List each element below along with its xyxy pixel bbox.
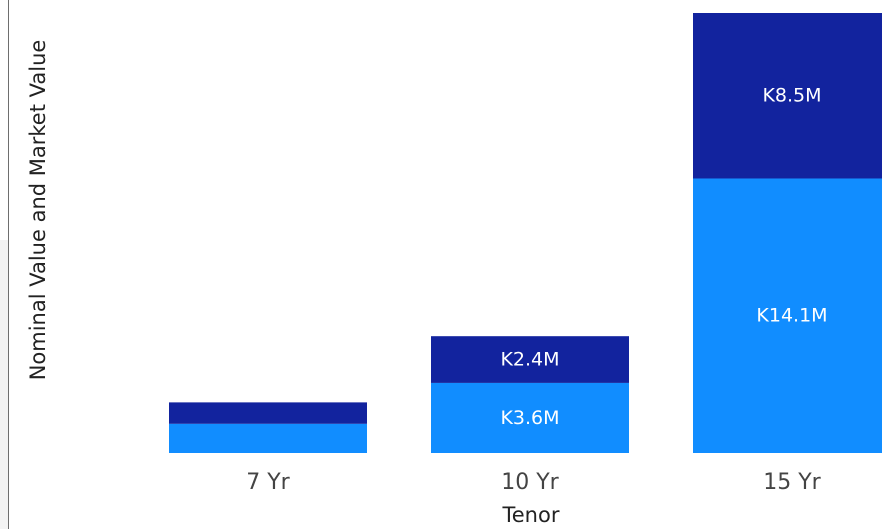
bar-segment-1-1[interactable] [431, 336, 629, 383]
x-tick-label-0: 7 Yr [246, 470, 290, 495]
x-tick-label-2: 15 Yr [763, 470, 821, 495]
data-label-1-2: K8.5M [762, 85, 821, 107]
x-tick-label-1: 10 Yr [501, 470, 559, 495]
data-label-0-2: K14.1M [756, 305, 827, 327]
bar-segment-0-2[interactable] [693, 178, 882, 453]
data-label-1-1: K2.4M [500, 349, 559, 371]
data-label-0-1: K3.6M [500, 407, 559, 429]
bars-layer [169, 13, 882, 453]
frame-border-top [0, 0, 9, 240]
bar-segment-1-2[interactable] [693, 13, 882, 179]
y-axis-title: Nominal Value and Market Value [26, 40, 50, 381]
data-labels-layer: K3.6M K2.4M K14.1M K8.5M [500, 85, 827, 429]
x-axis-title: Tenor [502, 503, 560, 527]
bar-segment-0-1[interactable] [431, 382, 629, 453]
bar-segment-1-0[interactable] [169, 402, 367, 424]
bar-segment-0-0[interactable] [169, 423, 367, 453]
frame-border-bottom [0, 240, 9, 529]
x-tick-labels: 7 Yr 10 Yr 15 Yr [246, 470, 821, 495]
